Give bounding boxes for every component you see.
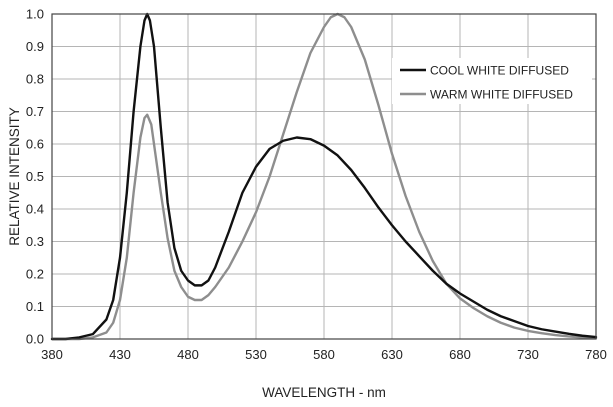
- legend-label-warm-white: WARM WHITE DIFFUSED: [430, 88, 573, 102]
- legend-label-cool-white: COOL WHITE DIFFUSED: [430, 64, 569, 78]
- y-axis-title: RELATIVE INTENSITY: [7, 107, 22, 246]
- y-tick-label: 0.2: [26, 267, 44, 282]
- x-tick-label: 580: [313, 347, 335, 362]
- y-tick-label: 0.0: [26, 332, 44, 347]
- y-tick-labels: 0.0 0.1 0.2 0.3 0.4 0.5 0.6 0.7 0.8 0.9 1.0: [26, 7, 44, 347]
- legend: COOL WHITE DIFFUSED WARM WHITE DIFFUSED: [392, 58, 592, 104]
- series-layer: [50, 12, 598, 341]
- y-tick-label: 0.9: [26, 39, 44, 54]
- x-tick-labels: 380 430 480 530 580 630 680 730 780: [41, 347, 607, 362]
- series-line-warm-white: [50, 12, 598, 341]
- x-axis-title: WAVELENGTH - nm: [262, 385, 386, 400]
- x-tick-label: 430: [109, 347, 131, 362]
- x-tick-label: 530: [245, 347, 267, 362]
- y-tick-label: 1.0: [26, 7, 44, 22]
- x-tick-label: 680: [449, 347, 471, 362]
- y-tick-label: 0.4: [26, 202, 44, 217]
- y-tick-label: 0.6: [26, 137, 44, 152]
- x-tick-label: 630: [381, 347, 403, 362]
- y-tick-label: 0.1: [26, 299, 44, 314]
- x-tick-label: 480: [177, 347, 199, 362]
- legend-background: [392, 58, 592, 104]
- plot-frame: [51, 13, 597, 340]
- series-line-cool-white: [50, 12, 598, 341]
- x-tick-label: 780: [585, 347, 607, 362]
- y-tick-label: 0.8: [26, 72, 44, 87]
- y-tick-label: 0.5: [26, 169, 44, 184]
- y-tick-label: 0.3: [26, 234, 44, 249]
- x-tick-label: 380: [41, 347, 63, 362]
- y-tick-label: 0.7: [26, 104, 44, 119]
- x-tick-label: 730: [517, 347, 539, 362]
